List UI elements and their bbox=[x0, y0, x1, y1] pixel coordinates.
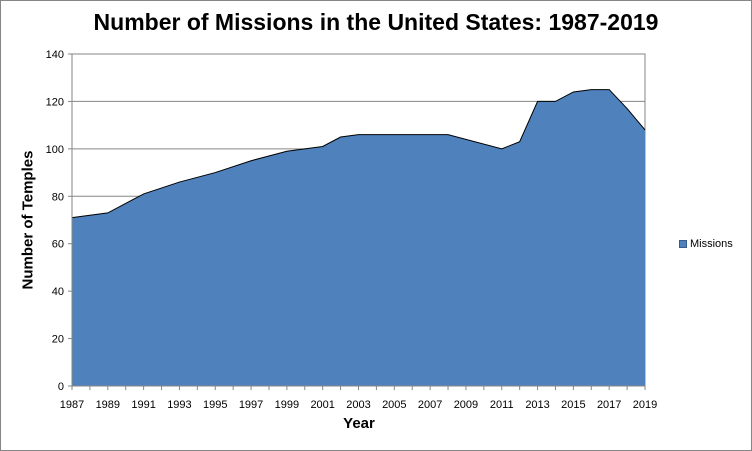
y-axis-label: Number of Temples bbox=[19, 150, 37, 290]
x-tick-label-1993: 1993 bbox=[167, 399, 191, 411]
y-tick-label-60: 60 bbox=[52, 239, 64, 251]
x-tick-label-2013: 2013 bbox=[525, 399, 549, 411]
y-tick-label-40: 40 bbox=[52, 286, 64, 298]
x-tick-label-2003: 2003 bbox=[346, 399, 370, 411]
x-axis-label: Year bbox=[343, 415, 375, 432]
x-tick-label-1991: 1991 bbox=[131, 399, 155, 411]
area-missions bbox=[72, 89, 645, 387]
x-tick-label-1989: 1989 bbox=[96, 399, 120, 411]
y-tick-label-100: 100 bbox=[46, 144, 64, 156]
y-tick-label-0: 0 bbox=[58, 381, 64, 393]
x-tick-label-1987: 1987 bbox=[60, 399, 84, 411]
x-tick-label-2011: 2011 bbox=[490, 399, 514, 411]
y-tick-label-120: 120 bbox=[46, 96, 64, 108]
x-tick-label-2001: 2001 bbox=[310, 399, 334, 411]
chart-title: Number of Missions in the United States:… bbox=[93, 9, 659, 35]
x-tick-label-1995: 1995 bbox=[203, 399, 227, 411]
y-tick-label-140: 140 bbox=[46, 49, 64, 61]
y-tick-label-20: 20 bbox=[52, 334, 64, 346]
legend: Missions bbox=[679, 238, 733, 250]
x-tick-label-2019: 2019 bbox=[633, 399, 657, 411]
x-tick-label-2005: 2005 bbox=[382, 399, 406, 411]
x-tick-label-2007: 2007 bbox=[418, 399, 442, 411]
x-tick-label-2009: 2009 bbox=[454, 399, 478, 411]
y-tick-label-80: 80 bbox=[52, 191, 64, 203]
x-tick-label-2015: 2015 bbox=[561, 399, 585, 411]
x-tick-label-2017: 2017 bbox=[597, 399, 621, 411]
x-tick-label-1997: 1997 bbox=[239, 399, 263, 411]
legend-label-missions: Missions bbox=[690, 238, 733, 250]
area-outline-missions bbox=[71, 89, 646, 219]
x-tick-label-1999: 1999 bbox=[275, 399, 299, 411]
legend-swatch-missions bbox=[679, 240, 687, 248]
